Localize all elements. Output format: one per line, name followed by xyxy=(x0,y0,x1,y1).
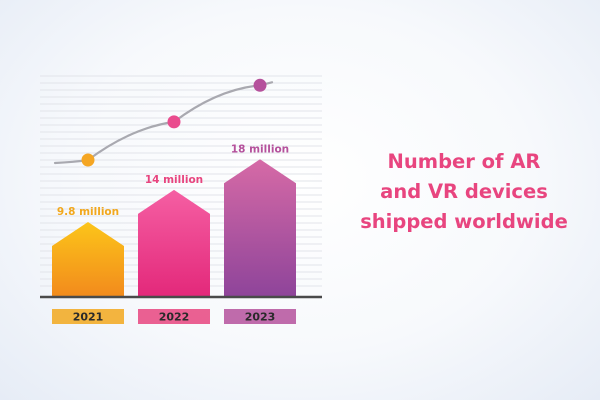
value-label: 9.8 million xyxy=(57,206,119,218)
x-tick-labels: 2021 2022 2023 xyxy=(52,309,296,324)
chart-title-line: shipped worldwide xyxy=(360,210,568,233)
chart-title: Number of AR and VR devices shipped worl… xyxy=(338,147,590,237)
bar-2023 xyxy=(224,159,296,297)
value-label: 18 million xyxy=(231,143,289,155)
value-label: 14 million xyxy=(145,174,203,186)
trend-dot-2021 xyxy=(81,153,95,167)
x-tick-label: 2021 xyxy=(73,311,104,324)
trend-dot-2022 xyxy=(167,115,181,129)
year-tag-2023 xyxy=(224,309,296,324)
value-labels: 9.8 million 14 million 18 million xyxy=(57,143,289,218)
bar-2022 xyxy=(138,189,210,297)
year-tag-2022 xyxy=(138,309,210,324)
chart-title-line: Number of AR xyxy=(387,150,541,173)
x-tick-label: 2023 xyxy=(245,311,276,324)
trend-line xyxy=(53,81,274,165)
trend-dots xyxy=(81,78,267,167)
bars xyxy=(52,159,296,297)
year-tag-2021 xyxy=(52,309,124,324)
x-tick-label: 2022 xyxy=(159,311,190,324)
trend-dot-2023 xyxy=(253,78,267,92)
bar-2021 xyxy=(52,222,124,297)
chart-title-line: and VR devices xyxy=(380,180,548,203)
